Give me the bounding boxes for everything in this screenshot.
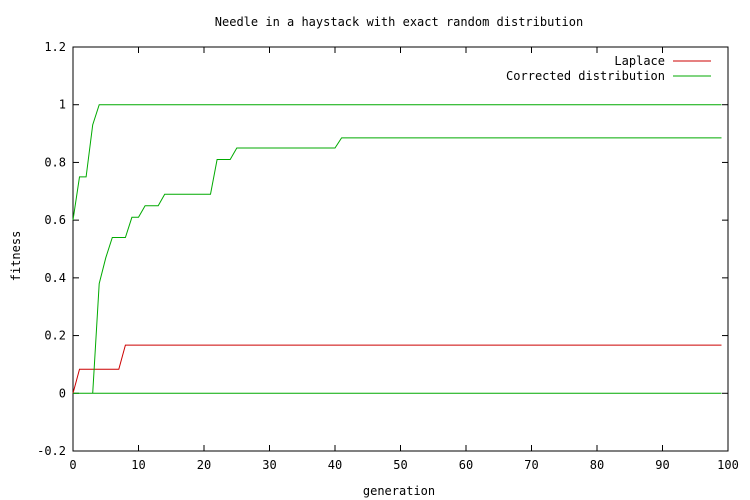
legend-label: Corrected distribution: [506, 69, 665, 83]
x-axis-label: generation: [363, 484, 435, 498]
y-tick-label: -0.2: [37, 444, 66, 458]
y-axis: -0.2 0 0.2 0.4 0.6 0.8 1 1.2: [37, 40, 728, 458]
x-tick-label: 80: [590, 458, 604, 472]
y-tick-label: 0.6: [44, 213, 66, 227]
x-axis: 0 10 20 30 40 50 60 70 80 90 100: [69, 47, 739, 472]
x-tick-label: 30: [262, 458, 276, 472]
x-tick-label: 0: [69, 458, 76, 472]
x-tick-label: 60: [459, 458, 473, 472]
x-tick-label: 100: [717, 458, 739, 472]
y-tick-label: 0.2: [44, 329, 66, 343]
x-tick-label: 10: [131, 458, 145, 472]
x-tick-label: 50: [393, 458, 407, 472]
y-tick-label: 0.8: [44, 155, 66, 169]
legend-label: Laplace: [614, 54, 665, 68]
x-tick-label: 40: [328, 458, 342, 472]
y-axis-label: fitness: [9, 231, 23, 282]
chart-title: Needle in a haystack with exact random d…: [215, 15, 583, 29]
y-tick-label: 0.4: [44, 271, 66, 285]
series-line-1-1: [92, 137, 722, 394]
series-line-1-0: [72, 104, 722, 221]
y-tick-label: 1.2: [44, 40, 66, 54]
x-tick-label: 90: [655, 458, 669, 472]
x-tick-label: 70: [524, 458, 538, 472]
y-tick-label: 1: [59, 98, 66, 112]
y-tick-label: 0: [59, 386, 66, 400]
series-layer: [72, 104, 722, 394]
x-tick-label: 20: [197, 458, 211, 472]
plot-frame: [72, 46, 729, 452]
series-line-0-0: [72, 344, 722, 394]
